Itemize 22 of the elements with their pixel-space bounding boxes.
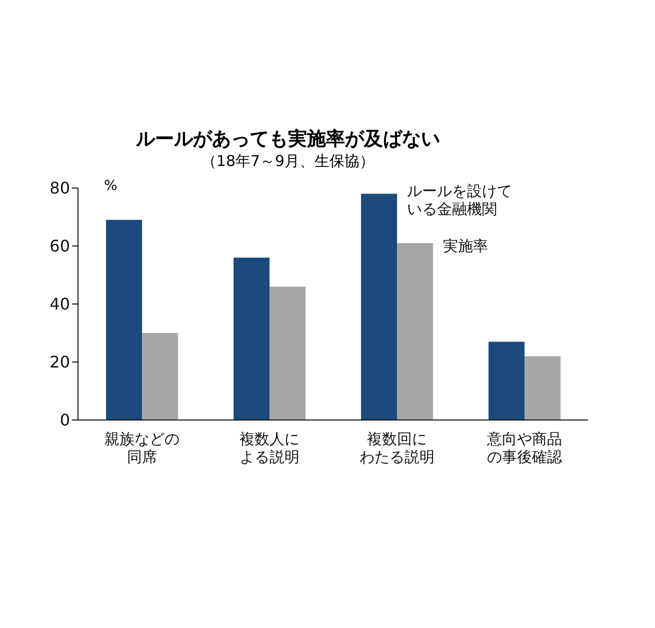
chart-title: ルールがあっても実施率が及ばない (135, 127, 441, 152)
bar (234, 258, 270, 420)
bar (270, 286, 306, 420)
bar (361, 194, 398, 420)
y-axis-title: % (104, 178, 118, 194)
chart-subtitle: （18年7～9月、生保協） (200, 152, 376, 171)
series-label: ルールを設けている金融機関 (407, 182, 512, 218)
x-tick-label: 複数回にわたる説明 (359, 430, 434, 466)
y-tick-label: 40 (50, 294, 70, 314)
bar (142, 333, 178, 420)
bar (397, 243, 434, 420)
y-tick-label: 0 (60, 410, 70, 430)
bar (106, 220, 142, 420)
y-tick-label: 80 (50, 178, 70, 198)
bar (524, 356, 561, 420)
x-tick-label: 親族などの同席 (104, 430, 180, 466)
y-tick-label: 60 (50, 236, 70, 256)
series-label: 実施率 (443, 237, 488, 256)
x-tick-label: 複数人による説明 (239, 430, 300, 466)
bar (488, 342, 525, 420)
x-tick-label: 意向や商品の事後確認 (486, 430, 562, 466)
y-tick-label: 20 (50, 352, 70, 372)
